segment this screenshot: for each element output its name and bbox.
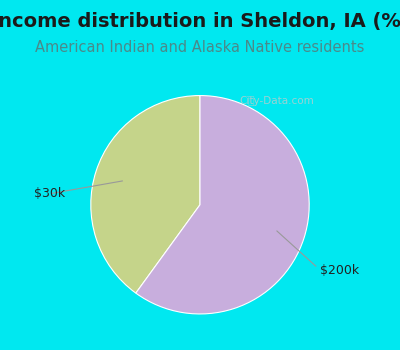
Text: $30k: $30k [34, 187, 65, 200]
Text: American Indian and Alaska Native residents: American Indian and Alaska Native reside… [35, 40, 365, 55]
Text: City-Data.com: City-Data.com [239, 96, 314, 106]
Text: ⦿: ⦿ [247, 96, 254, 106]
Wedge shape [91, 96, 200, 293]
Text: Income distribution in Sheldon, IA (%): Income distribution in Sheldon, IA (%) [0, 12, 400, 31]
Text: $200k: $200k [320, 264, 359, 277]
Wedge shape [136, 96, 309, 314]
